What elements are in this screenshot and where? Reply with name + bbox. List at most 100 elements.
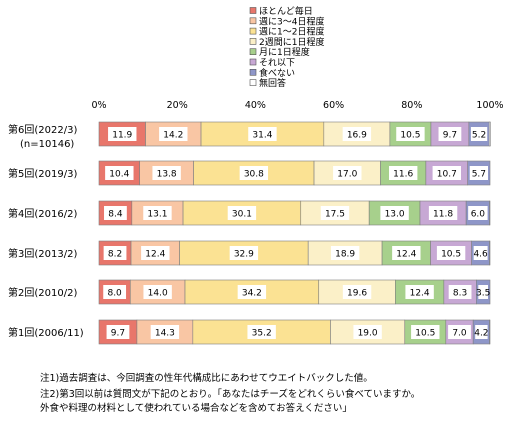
footnote-2: 注2)第3回以前は質問文が下記のとおり。「あなたはチーズをどれくらい食べています… <box>40 389 421 400</box>
data-label: 10.5 <box>415 329 435 339</box>
data-label: 10.5 <box>400 131 420 141</box>
x-tick-label: 60% <box>323 100 344 111</box>
data-label-background <box>468 206 488 220</box>
data-label-background <box>392 246 421 260</box>
data-label: 3.5 <box>476 289 490 299</box>
data-label-background <box>333 166 362 180</box>
data-label: 12.4 <box>396 250 416 260</box>
data-label-background <box>104 206 127 220</box>
data-label: 32.9 <box>234 250 254 260</box>
data-label: 17.5 <box>325 210 345 220</box>
data-label: 19.0 <box>358 329 378 339</box>
data-label: 16.9 <box>347 131 367 141</box>
category-label: 第6回(2022/3) <box>8 123 77 136</box>
category-label: 第4回(2016/2) <box>8 207 77 220</box>
data-label: 19.6 <box>347 289 367 299</box>
data-label: 4.6 <box>473 250 488 260</box>
data-label: 14.2 <box>163 131 183 141</box>
data-label: 13.1 <box>147 210 167 220</box>
data-label: 12.4 <box>145 250 165 260</box>
data-label: 14.3 <box>155 329 175 339</box>
data-label-background <box>411 325 440 339</box>
data-label: 30.1 <box>232 210 252 220</box>
legend-label: ほとんど毎日 <box>259 5 313 17</box>
data-label-background <box>320 206 350 220</box>
data-label-background <box>428 206 458 220</box>
data-label: 13.8 <box>157 170 177 180</box>
data-label-background <box>388 166 418 180</box>
data-label: 4.2 <box>474 329 488 339</box>
data-label-background <box>143 206 172 220</box>
data-label: 5.7 <box>472 170 486 180</box>
data-label-background <box>105 166 134 180</box>
data-label: 14.0 <box>148 289 168 299</box>
data-label: 8.0 <box>107 289 122 299</box>
data-label: 8.2 <box>108 250 122 260</box>
category-label: 第2回(2010/2) <box>8 286 77 299</box>
legend-swatch <box>249 7 257 14</box>
legend-label: 無回答 <box>259 77 286 89</box>
x-tick-label: 80% <box>401 100 422 111</box>
x-tick-label: 40% <box>245 100 266 111</box>
data-label: 11.9 <box>112 131 132 141</box>
category-label: 第1回(2006/11) <box>8 326 84 339</box>
footnote-3: 外食や料理の材料として使われている場合などを含めてお答えください」 <box>40 403 352 414</box>
data-label-background <box>469 166 488 180</box>
data-label: 10.5 <box>441 250 461 260</box>
data-label: 10.4 <box>109 170 129 180</box>
data-label-background <box>108 127 137 141</box>
data-label-background <box>438 127 462 141</box>
data-label: 9.7 <box>111 329 125 339</box>
data-label-background <box>106 325 130 339</box>
data-label-background <box>248 127 277 141</box>
data-label-background <box>342 285 372 299</box>
data-label-background <box>405 285 434 299</box>
data-label-background <box>478 285 488 299</box>
data-label-background <box>473 246 488 260</box>
data-label-background <box>353 325 382 339</box>
data-label: 11.8 <box>433 210 453 220</box>
category-label: 第5回(2019/3) <box>8 167 77 180</box>
data-label-background <box>432 166 461 180</box>
data-label-background <box>150 325 180 339</box>
data-label: 31.4 <box>252 131 272 141</box>
data-label: 18.9 <box>335 250 355 260</box>
legend-label: 月に1日程度 <box>259 46 310 58</box>
legend-label: 食べない <box>259 67 295 79</box>
data-label-background <box>229 246 259 260</box>
legend-swatch <box>249 69 257 76</box>
legend-swatch <box>249 58 257 66</box>
data-label: 7.0 <box>452 329 467 339</box>
data-label: 10.7 <box>437 170 457 180</box>
data-label-background <box>396 127 425 141</box>
data-label-background <box>330 246 360 260</box>
data-label-background <box>103 246 127 260</box>
legend-swatch <box>249 17 257 25</box>
data-label: 9.7 <box>443 131 457 141</box>
data-label: 34.2 <box>242 289 262 299</box>
legend-label: 週に3〜4日程度 <box>259 15 324 27</box>
data-label: 11.6 <box>393 170 413 180</box>
legend-label: 週に1〜2日程度 <box>259 26 324 38</box>
legend-swatch <box>249 27 257 35</box>
data-label-background <box>475 325 488 339</box>
data-label: 5.2 <box>472 131 486 141</box>
data-label-background <box>470 127 488 141</box>
data-label-background <box>152 166 181 180</box>
data-label: 30.8 <box>244 170 264 180</box>
bar-segment <box>145 121 202 147</box>
data-label-background <box>436 246 466 260</box>
data-label-background <box>159 127 188 141</box>
data-label-background <box>342 127 372 141</box>
data-label: 6.0 <box>471 210 486 220</box>
data-label-background <box>103 285 127 299</box>
data-label-background <box>227 206 257 220</box>
data-label: 12.4 <box>410 289 430 299</box>
legend-label: それ以下 <box>259 58 295 69</box>
x-tick-label: 0% <box>91 100 106 111</box>
legend-swatch <box>249 79 257 86</box>
x-tick-label: 100% <box>476 100 503 111</box>
data-label: 8.3 <box>453 289 467 299</box>
data-label-background <box>239 166 269 180</box>
